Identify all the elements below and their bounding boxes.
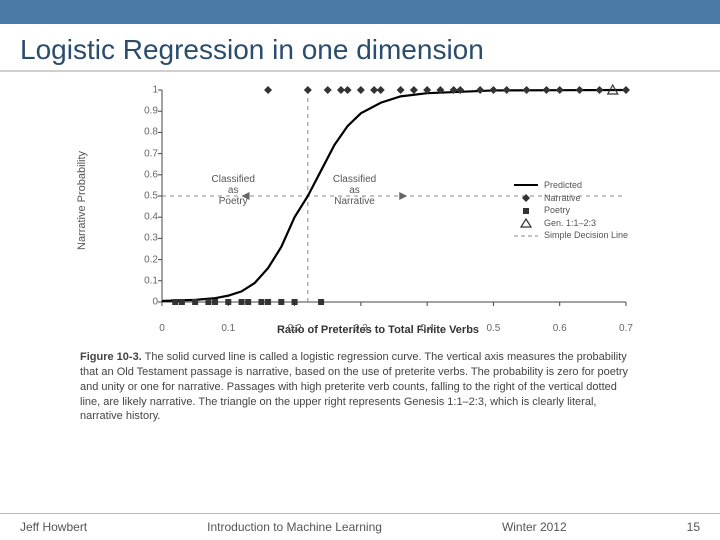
caption-label: Figure 10-3.	[80, 351, 142, 363]
y-tick-label: 0.1	[138, 275, 158, 286]
legend-item: Narrative	[514, 192, 628, 205]
x-tick-label: 0.3	[354, 323, 368, 334]
footer-course: Introduction to Machine Learning	[207, 520, 382, 534]
x-tick-label: 0	[159, 323, 165, 334]
legend-label: Poetry	[544, 204, 570, 217]
figure-caption: Figure 10-3. The solid curved line is ca…	[80, 350, 640, 424]
legend-label: Gen. 1:1–2:3	[544, 217, 596, 230]
header-bar	[0, 0, 720, 24]
x-tick-label: 0.4	[420, 323, 434, 334]
chart-plot-area: 00.10.20.30.40.50.60.70.80.91 00.10.20.3…	[116, 80, 636, 320]
chart-container: Narrative Probability 00.10.20.30.40.50.…	[80, 80, 640, 336]
footer: Jeff Howbert Introduction to Machine Lea…	[0, 513, 720, 534]
y-tick-label: 0.6	[138, 169, 158, 180]
class-right-label: ClassifiedasNarrative	[333, 174, 376, 207]
x-tick-label: 0.2	[288, 323, 302, 334]
y-tick-label: 0.5	[138, 191, 158, 202]
y-tick-label: 0.8	[138, 127, 158, 138]
footer-page: 15	[687, 520, 700, 534]
y-tick-label: 0.7	[138, 148, 158, 159]
legend-item: Gen. 1:1–2:3	[514, 217, 628, 230]
legend-item: Simple Decision Line	[514, 229, 628, 242]
legend-item: Poetry	[514, 204, 628, 217]
y-tick-label: 0.4	[138, 212, 158, 223]
y-tick-label: 0.2	[138, 254, 158, 265]
y-axis-label: Narrative Probability	[76, 151, 88, 250]
x-tick-label: 0.7	[619, 323, 633, 334]
legend: PredictedNarrativePoetryGen. 1:1–2:3Simp…	[514, 179, 628, 242]
footer-author: Jeff Howbert	[20, 520, 87, 534]
y-tick-label: 0.9	[138, 106, 158, 117]
legend-item: Predicted	[514, 179, 628, 192]
legend-label: Simple Decision Line	[544, 229, 628, 242]
y-tick-label: 1	[138, 85, 158, 96]
y-tick-label: 0.3	[138, 233, 158, 244]
legend-label: Predicted	[544, 179, 582, 192]
footer-term: Winter 2012	[502, 520, 567, 534]
y-tick-label: 0	[138, 297, 158, 308]
x-tick-label: 0.1	[221, 323, 235, 334]
page-title: Logistic Regression in one dimension	[0, 24, 720, 72]
legend-label: Narrative	[544, 192, 581, 205]
caption-text: The solid curved line is called a logist…	[80, 351, 628, 422]
x-tick-label: 0.6	[553, 323, 567, 334]
x-tick-label: 0.5	[486, 323, 500, 334]
class-left-label: ClassifiedasPoetry	[212, 174, 255, 207]
